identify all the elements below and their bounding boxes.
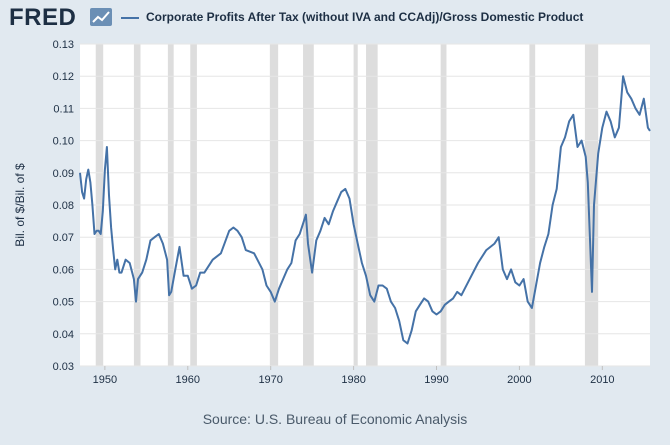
- y-tick-label: 0.11: [53, 103, 74, 115]
- y-tick-label: 0.07: [53, 232, 74, 244]
- y-tick-label: 0.10: [53, 136, 74, 148]
- x-tick-label: 1960: [176, 374, 200, 386]
- y-tick-label: 0.09: [53, 168, 74, 180]
- line-chart: 0.03 0.04 0.05 0.06 0.07 0.08 0.09 0.10 0.11 0.12…: [13, 39, 651, 386]
- y-tick-label: 0.03: [53, 361, 74, 373]
- x-tick-label: 1970: [258, 374, 282, 386]
- y-tick-label: 0.13: [53, 39, 74, 51]
- x-tick-label: 1980: [341, 374, 365, 386]
- x-tick-label: 2010: [590, 374, 614, 386]
- chart-header: FRED Corporate Profits After Tax (withou…: [0, 0, 670, 36]
- source-note: Source: U.S. Bureau of Economic Analysis: [202, 411, 468, 427]
- series-line: [79, 75, 651, 345]
- fred-logo[interactable]: FRED: [9, 4, 77, 31]
- y-tick-label: 0.12: [53, 71, 74, 83]
- series-layer: [79, 75, 651, 345]
- y-tick-label: 0.05: [53, 297, 74, 309]
- x-tick-label: 1950: [93, 374, 117, 386]
- chart-logo-icon: [90, 8, 112, 26]
- gridlines: [80, 43, 650, 367]
- legend-swatch: [121, 17, 139, 19]
- x-tick-label: 1990: [424, 374, 448, 386]
- y-axis-label: Bil. of $/Bil. of $: [13, 163, 27, 247]
- legend-label: Corporate Profits After Tax (without IVA…: [146, 10, 584, 24]
- y-tick-label: 0.04: [53, 329, 74, 341]
- y-tick-label: 0.08: [53, 200, 74, 212]
- axis-labels: 0.03 0.04 0.05 0.06 0.07 0.08 0.09 0.10 0.11 0.12…: [53, 39, 615, 386]
- x-tick-label: 2000: [507, 374, 531, 386]
- y-tick-label: 0.06: [53, 264, 74, 276]
